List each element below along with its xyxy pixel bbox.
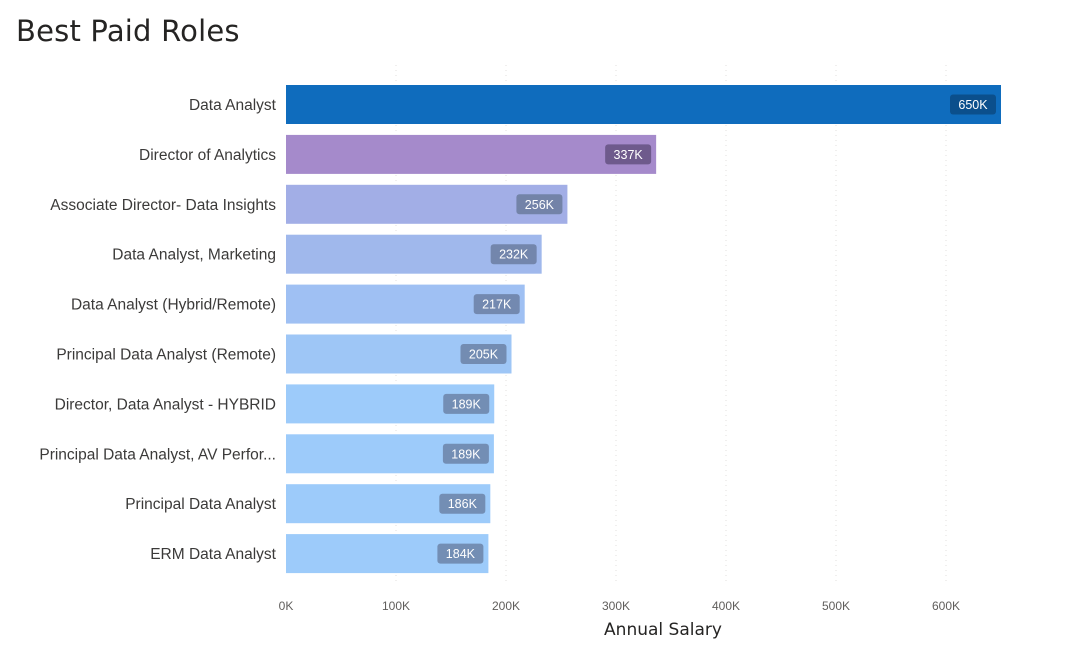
x-tick-label: 0K [279,599,294,613]
grid-lines [395,65,947,585]
data-label: 205K [469,348,499,362]
x-tick-label: 200K [492,599,520,613]
data-label-badge [460,344,507,364]
category-label: Principal Data Analyst [125,496,276,513]
x-axis-ticks: 0K 100K 200K 300K 400K 500K 600K [279,599,960,613]
category-labels: Data Analyst Director of Analytics Associa… [39,97,276,563]
data-label: 189K [451,447,481,461]
category-label: Director of Analytics [139,147,276,164]
chart-title: Best Paid Roles [16,14,240,48]
data-label: 232K [499,248,529,262]
data-label: 337K [614,148,644,162]
data-label-badge [950,94,996,115]
category-label: Principal Data Analyst, AV Perfor... [39,446,276,463]
data-label: 189K [452,397,482,411]
category-label: Data Analyst (Hybrid/Remote) [71,297,276,314]
x-tick-label: 400K [712,599,740,613]
data-label-badge [473,294,520,315]
x-tick-label: 300K [602,599,630,613]
x-tick-label: 600K [932,599,960,613]
x-tick-label: 100K [382,599,410,613]
category-label: Principal Data Analyst (Remote) [56,347,276,364]
data-label: 184K [446,547,476,561]
data-label: 186K [448,497,478,511]
data-label: 256K [525,198,555,212]
data-label-badge [437,543,484,564]
bars: 650K 337K 256K 232K 217K 205K 189K 189K 186K 184K [286,85,1001,574]
data-label-badge [516,194,563,215]
data-label-badge [443,393,490,414]
data-label-badge [439,493,486,514]
category-label: Data Analyst [189,97,277,114]
data-label-badge [490,244,537,265]
x-tick-label: 500K [822,599,850,613]
data-label: 217K [482,298,512,312]
category-label: ERM Data Analyst [150,546,276,563]
bar[interactable] [286,85,1001,124]
data-label: 650K [958,98,988,112]
data-label-badge [605,144,652,165]
data-label-badge [442,443,489,464]
category-label: Data Analyst, Marketing [112,247,276,264]
bar[interactable] [286,134,657,174]
category-label: Director, Data Analyst - HYBRID [55,396,276,413]
x-axis-title: Annual Salary [604,620,722,640]
category-label: Associate Director- Data Insights [50,197,276,214]
